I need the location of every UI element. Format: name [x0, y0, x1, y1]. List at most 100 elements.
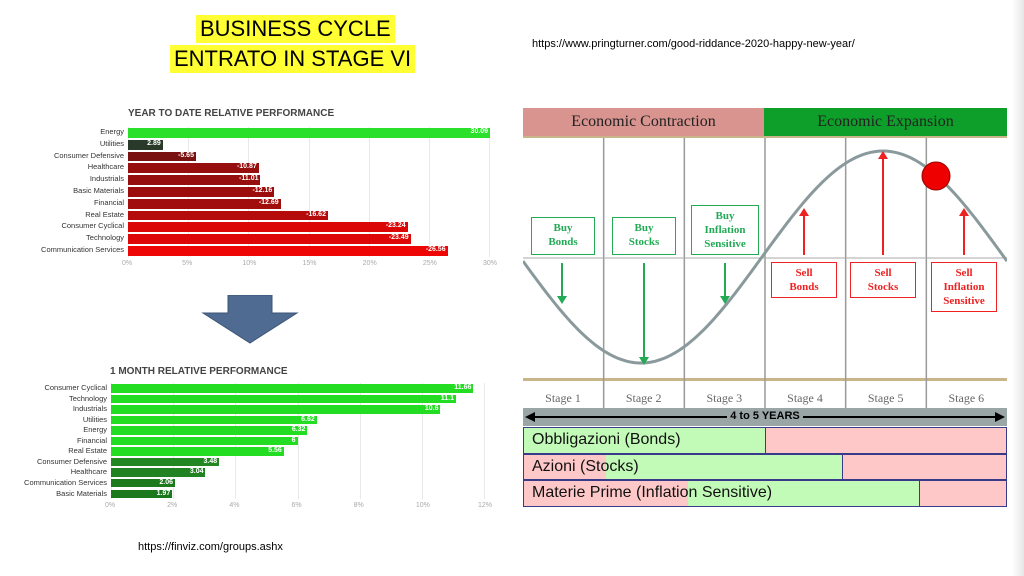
grid-line — [428, 127, 430, 257]
category-label: Communication Services — [24, 477, 107, 487]
bar-value-label: 30.09 — [470, 128, 489, 135]
asset-label: Obbligazioni (Bonds) — [532, 431, 681, 448]
bar — [111, 478, 176, 488]
sell-box-line: Bonds — [789, 281, 819, 293]
buy-arrow-head — [720, 296, 730, 304]
bar — [111, 384, 474, 393]
bar-value-label: 6 — [291, 436, 296, 444]
bar-value-label: 1.97 — [156, 489, 171, 497]
slide-title-line1: BUSINESS CYCLE — [196, 15, 395, 43]
asset-hold-period — [524, 428, 766, 453]
bar-value-label: -23.49 — [388, 234, 409, 242]
cycle-drawing — [523, 138, 1007, 408]
asset-label: Materie Prime (Inflation Sensitive) — [532, 484, 773, 502]
bar-value-label: -11.01 — [239, 175, 259, 183]
x-tick-label: 2% — [167, 502, 178, 510]
buy-arrow-head — [639, 357, 649, 365]
category-label: Real Estate — [68, 446, 107, 456]
month-chart-title: 1 MONTH RELATIVE PERFORMANCE — [110, 366, 288, 377]
bar — [128, 246, 448, 256]
category-label: Consumer Cyclical — [61, 221, 124, 231]
category-label: Basic Materials — [73, 186, 124, 195]
asset-row: Azioni (Stocks) — [523, 453, 1007, 481]
stage-label: Stage 1 — [545, 391, 581, 405]
bar — [128, 128, 491, 138]
sell-box-line: Inflation — [943, 281, 985, 293]
bar — [128, 234, 411, 244]
bar-value-label: -10.87 — [236, 163, 257, 171]
bar-value-label: -16.62 — [306, 210, 326, 218]
duration-label: 4 to 5 YEARS — [730, 410, 800, 422]
sell-box-line: Sell — [795, 267, 813, 279]
header-rule — [523, 136, 1007, 138]
grid-line — [308, 127, 310, 257]
x-tick-label: 6% — [291, 502, 302, 510]
category-label: Consumer Defensive — [36, 456, 107, 466]
sell-box: Sell Bonds — [771, 262, 837, 298]
grid-line — [368, 127, 370, 257]
bar-value-label: -26.56 — [425, 246, 446, 253]
bar — [111, 447, 284, 456]
source-url-top[interactable]: https://www.pringturner.com/good-riddanc… — [532, 38, 855, 50]
category-label: Financial — [93, 197, 124, 207]
buy-box-line: Sensitive — [704, 238, 746, 250]
bar-value-label: 3.04 — [189, 468, 204, 476]
bar — [128, 210, 328, 221]
bar — [128, 151, 196, 162]
bar — [111, 468, 206, 477]
stage-label: Stage 3 — [706, 391, 743, 405]
bar-value-label: -5.65 — [178, 151, 194, 159]
asset-label: Azioni (Stocks) — [532, 457, 639, 475]
category-label: Technology — [69, 393, 107, 403]
category-label: Industrials — [72, 404, 107, 414]
x-tick-label: 4% — [229, 502, 240, 510]
slide-edge-shadow — [1012, 0, 1024, 576]
sell-box: Sell Stocks — [850, 262, 916, 298]
bar — [128, 139, 163, 150]
sell-box-line: Sell — [955, 267, 973, 279]
down-arrow-icon — [201, 295, 299, 344]
source-url-bottom[interactable]: https://finviz.com/groups.ashx — [138, 541, 283, 553]
grid-line — [421, 383, 423, 500]
category-label: Energy — [83, 425, 107, 435]
sell-box-line: Sell — [874, 267, 892, 279]
category-label: Communication Services — [41, 245, 124, 254]
stage-label: Stage 4 — [787, 391, 823, 405]
x-tick-label: 0% — [105, 502, 116, 510]
buy-box: Buy Inflation Sensitive — [691, 205, 759, 255]
bar — [128, 163, 259, 174]
sell-arrow-head — [959, 208, 969, 216]
slide-title-line2: ENTRATO IN STAGE VI — [170, 45, 416, 73]
bar — [128, 198, 281, 209]
x-tick-label: 10% — [242, 259, 257, 267]
category-label: Financial — [76, 435, 107, 445]
buy-box: Buy Stocks — [612, 217, 676, 255]
sell-arrow-head — [878, 151, 888, 159]
bar-value-label: 3.48 — [203, 457, 218, 465]
bar — [128, 187, 275, 197]
buy-box-line: Buy — [634, 222, 654, 234]
category-label: Healthcare — [70, 467, 107, 477]
buy-box-line: Bonds — [548, 236, 578, 248]
category-label: Technology — [86, 233, 124, 243]
sell-box: Sell Inflation Sensitive — [931, 262, 997, 312]
x-tick-label: 0% — [122, 259, 133, 267]
grid-line — [297, 383, 299, 500]
x-tick-label: 5% — [182, 259, 193, 267]
category-label: Utilities — [82, 414, 107, 424]
expansion-header — [764, 108, 1007, 136]
bar-value-label: 2.06 — [159, 478, 174, 486]
bar — [111, 489, 173, 499]
stage-label: Stage 2 — [625, 391, 662, 405]
category-label: Real Estate — [85, 209, 124, 219]
bar-value-label: -23.24 — [385, 222, 406, 230]
bar — [111, 426, 308, 435]
duration-arrow-icon — [525, 410, 1005, 424]
asset-rows: Obbligazioni (Bonds) Azioni (Stocks) Mater… — [523, 427, 1007, 508]
sell-box-line: Sensitive — [943, 295, 985, 307]
buy-box-line: Stocks — [628, 236, 660, 248]
bar-value-label: 2.89 — [147, 139, 161, 147]
bar-value-label: 11.66 — [454, 384, 472, 391]
ytd-chart-title: YEAR TO DATE RELATIVE PERFORMANCE — [128, 108, 335, 119]
contraction-header — [523, 108, 764, 136]
